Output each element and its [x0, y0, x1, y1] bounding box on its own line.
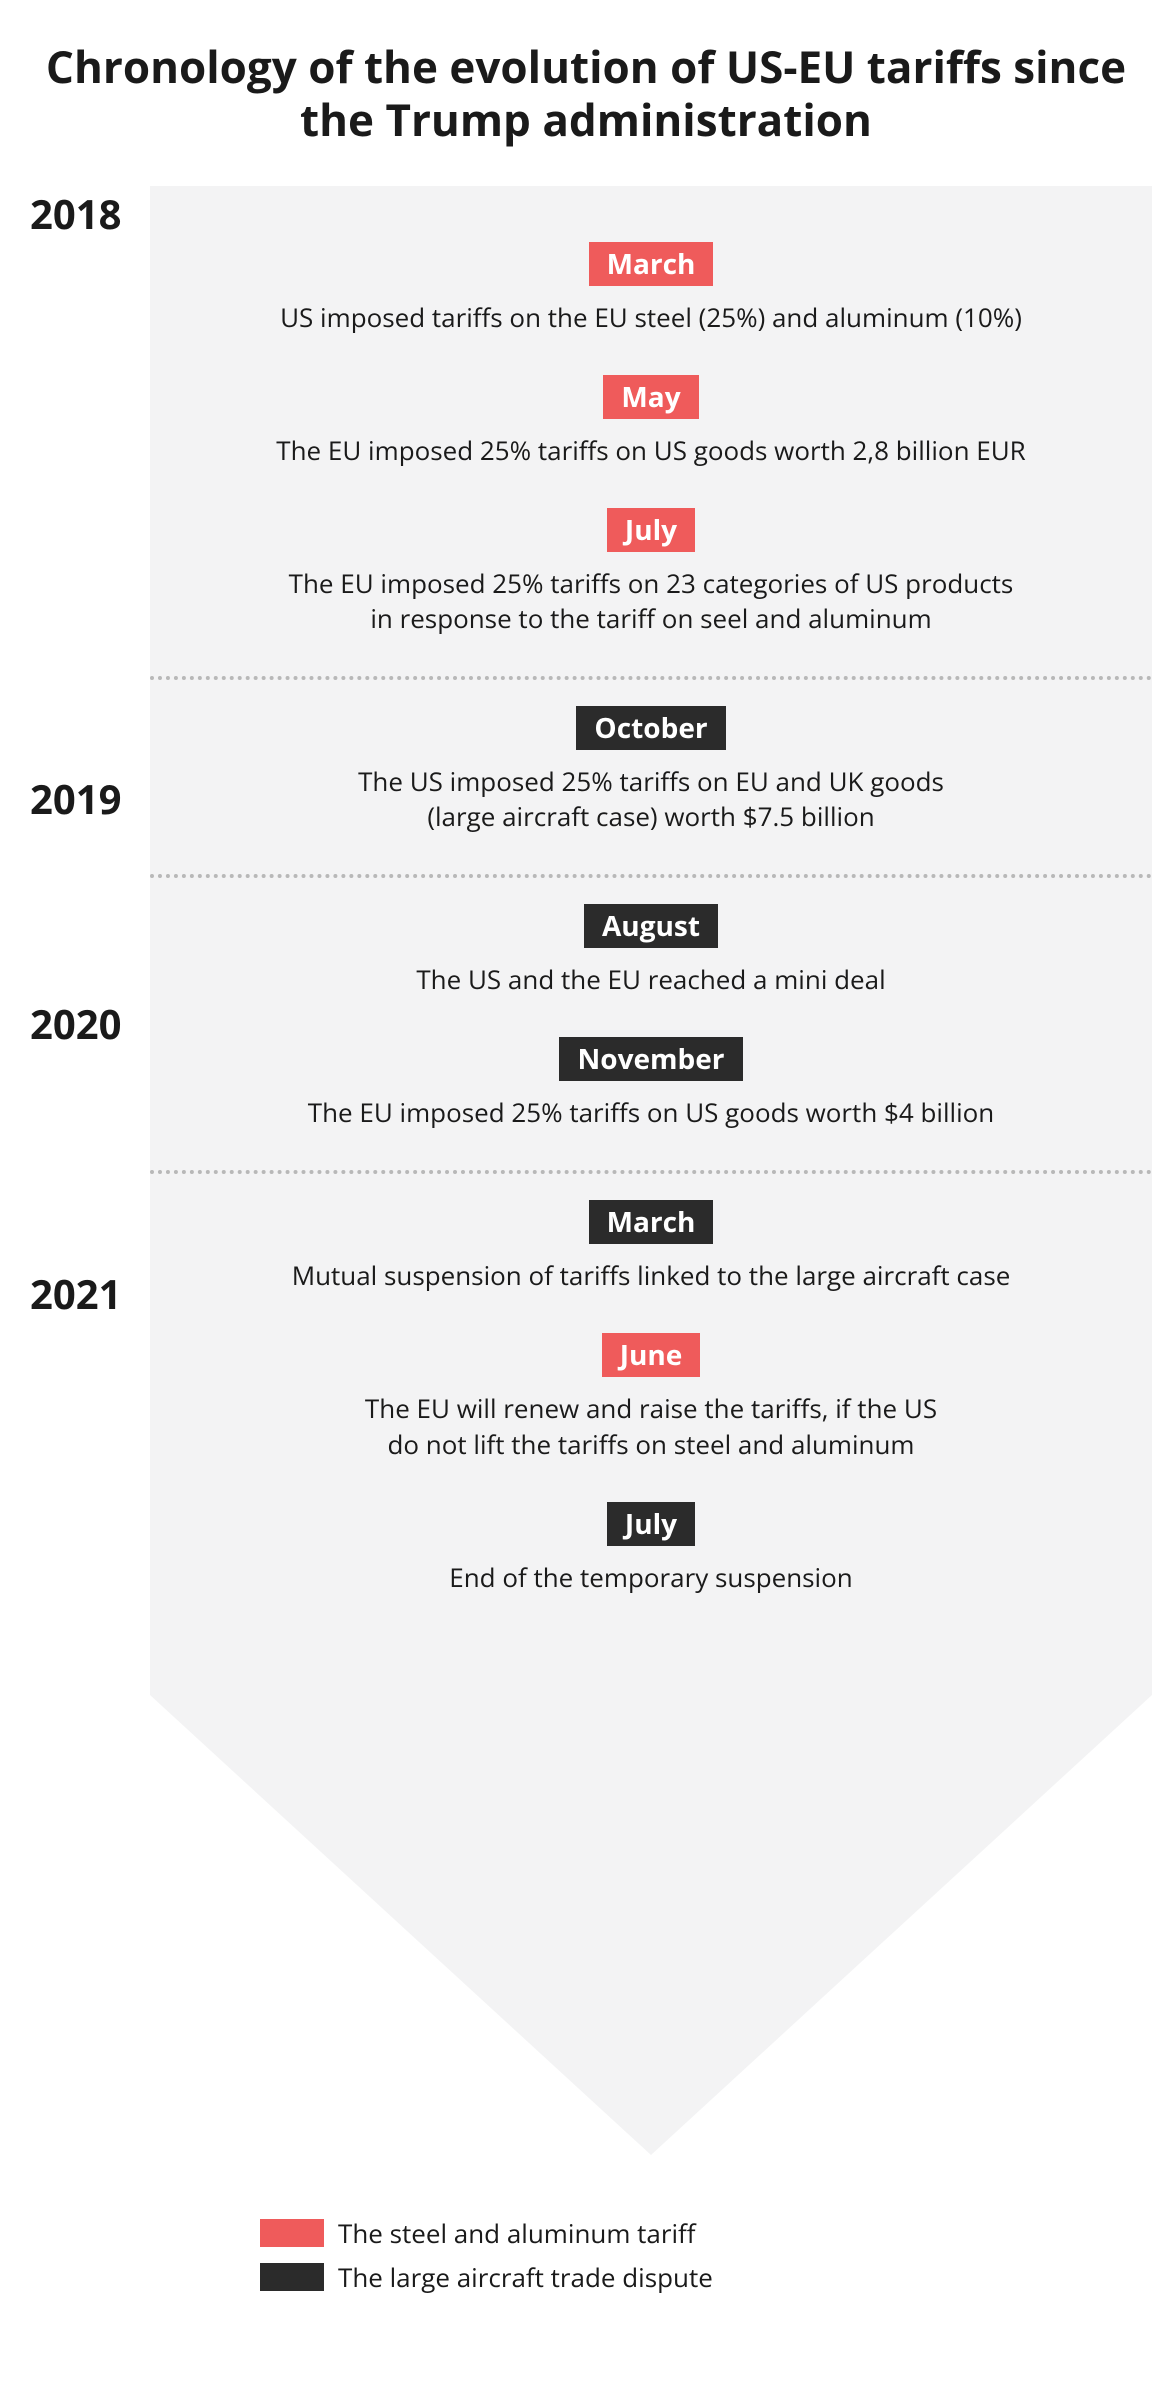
- legend-swatch: [260, 2219, 324, 2247]
- month-badge: July: [607, 508, 695, 552]
- year-divider: [150, 1170, 1152, 1174]
- page-title: Chronology of the evolution of US-EU tar…: [20, 40, 1152, 146]
- legend: The steel and aluminum tariff The large a…: [260, 2215, 1152, 2295]
- timeline-event: July End of the temporary suspension: [190, 1502, 1112, 1595]
- timeline-event: May The EU imposed 25% tariffs on US good…: [190, 375, 1112, 468]
- month-badge: March: [589, 242, 714, 286]
- timeline-event: March US imposed tariffs on the EU steel …: [190, 242, 1112, 335]
- year-label: 2021: [20, 1266, 140, 1321]
- legend-row: The large aircraft trade dispute: [260, 2259, 713, 2295]
- legend-label: The steel and aluminum tariff: [338, 2215, 696, 2251]
- year-label: 2020: [20, 996, 140, 1051]
- timeline-event: August The US and the EU reached a mini d…: [190, 904, 1112, 997]
- event-text: The US imposed 25% tariffs on EU and UK …: [190, 764, 1112, 834]
- events-block: October The US imposed 25% tariffs on EU …: [190, 706, 1112, 834]
- arrow-tip-holder: [150, 1695, 1132, 2155]
- year-label: 2019: [20, 771, 140, 826]
- timeline: 2018 2019 2020 2021 March US imposed tariffs…: [20, 186, 1152, 1695]
- month-badge: March: [589, 1200, 714, 1244]
- month-badge: November: [559, 1037, 742, 1081]
- year-divider: [150, 874, 1152, 878]
- timeline-event: June The EU will renew and raise the tari…: [190, 1333, 1112, 1461]
- month-badge: July: [607, 1502, 695, 1546]
- timeline-event: October The US imposed 25% tariffs on EU …: [190, 706, 1112, 834]
- event-text: The EU will renew and raise the tariffs,…: [190, 1391, 1112, 1461]
- event-text: The EU imposed 25% tariffs on US goods w…: [190, 1095, 1112, 1130]
- infographic-container: Chronology of the evolution of US-EU tar…: [0, 0, 1172, 2355]
- timeline-event: November The EU imposed 25% tariffs on US…: [190, 1037, 1112, 1130]
- events-block: March Mutual suspension of tariffs linked…: [190, 1200, 1112, 1594]
- event-text: The US and the EU reached a mini deal: [190, 962, 1112, 997]
- years-column: 2018 2019 2020 2021: [20, 186, 150, 1695]
- legend-label: The large aircraft trade dispute: [338, 2259, 713, 2295]
- legend-swatch: [260, 2263, 324, 2291]
- event-text: End of the temporary suspension: [190, 1560, 1112, 1595]
- timeline-event: March Mutual suspension of tariffs linked…: [190, 1200, 1112, 1293]
- year-divider: [150, 676, 1152, 680]
- timeline-content: March US imposed tariffs on the EU steel …: [150, 186, 1152, 1695]
- arrow-tip-icon: [150, 1695, 1152, 2155]
- event-text: The EU imposed 25% tariffs on US goods w…: [190, 433, 1112, 468]
- event-text: US imposed tariffs on the EU steel (25%)…: [190, 300, 1112, 335]
- month-badge: August: [584, 904, 718, 948]
- month-badge: May: [603, 375, 698, 419]
- year-label: 2018: [20, 186, 140, 241]
- events-block: August The US and the EU reached a mini d…: [190, 904, 1112, 1130]
- events-block: March US imposed tariffs on the EU steel …: [190, 242, 1112, 636]
- month-badge: June: [602, 1333, 701, 1377]
- event-text: Mutual suspension of tariffs linked to t…: [190, 1258, 1112, 1293]
- timeline-event: July The EU imposed 25% tariffs on 23 cat…: [190, 508, 1112, 636]
- month-badge: October: [576, 706, 725, 750]
- legend-row: The steel and aluminum tariff: [260, 2215, 696, 2251]
- event-text: The EU imposed 25% tariffs on 23 categor…: [190, 566, 1112, 636]
